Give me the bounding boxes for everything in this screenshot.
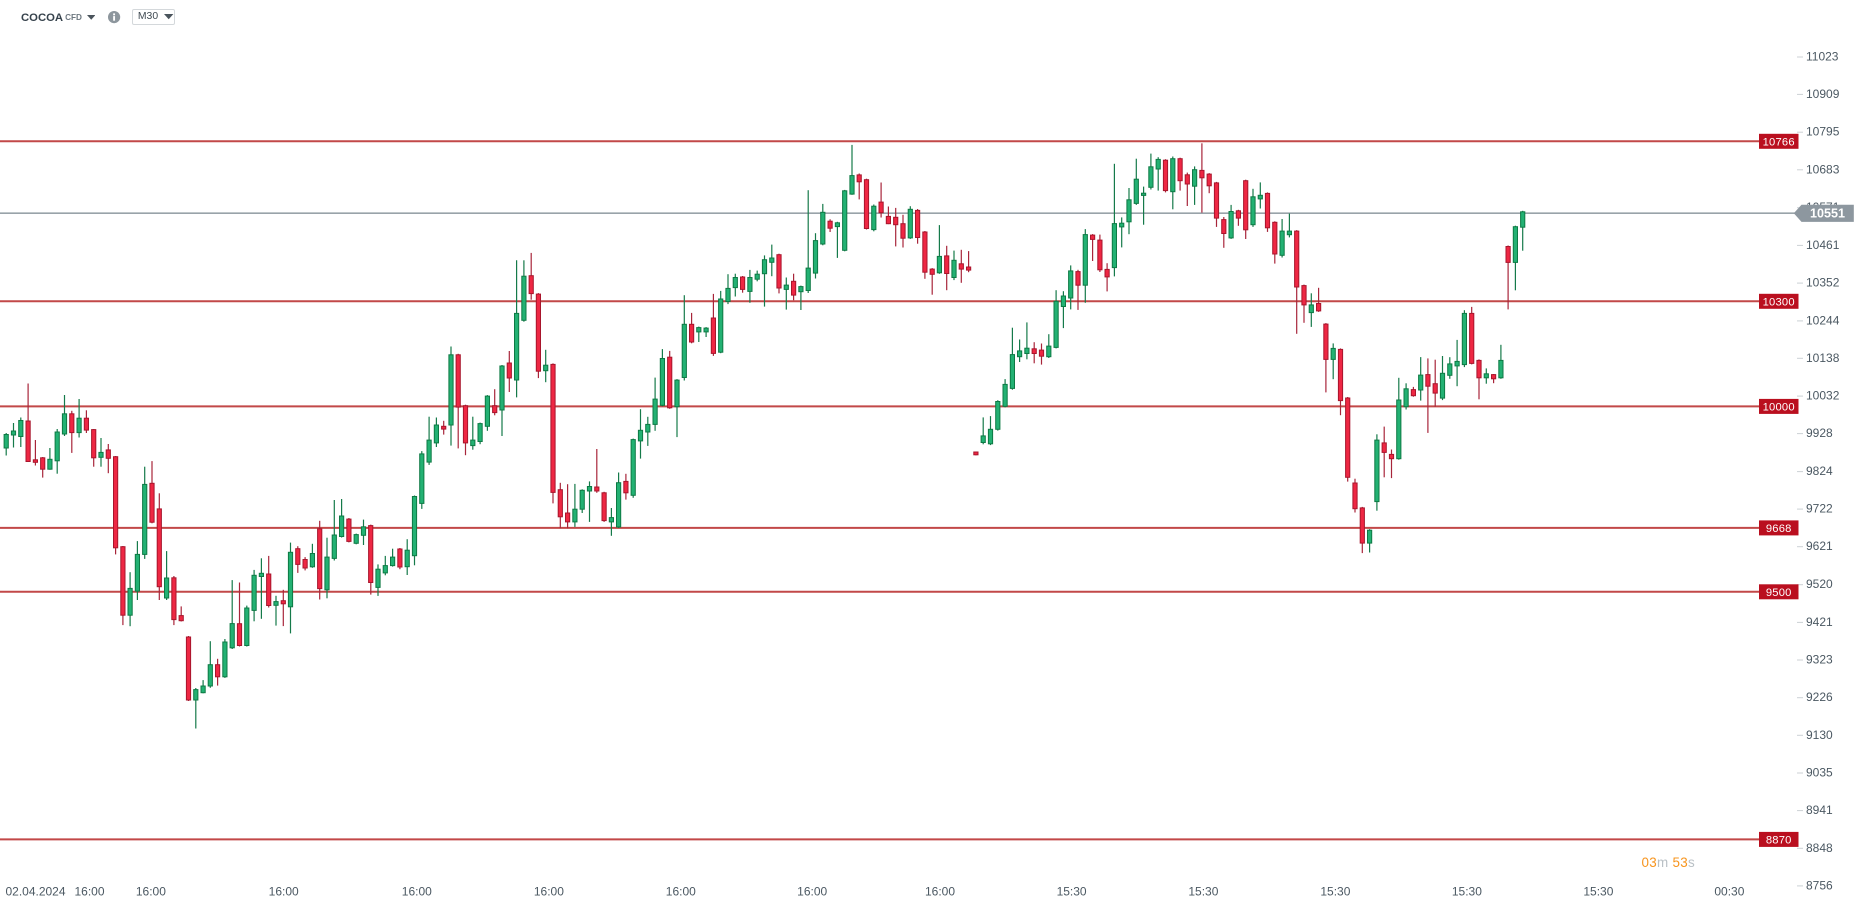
- svg-text:8848: 8848: [1806, 841, 1833, 855]
- svg-text:10909: 10909: [1806, 87, 1840, 101]
- svg-text:9722: 9722: [1806, 502, 1833, 516]
- svg-text:10032: 10032: [1806, 389, 1840, 403]
- svg-text:16:00: 16:00: [534, 885, 564, 899]
- svg-text:10300: 10300: [1763, 296, 1795, 308]
- svg-text:16:00: 16:00: [402, 885, 432, 899]
- svg-text:8870: 8870: [1766, 834, 1792, 846]
- svg-text:11023: 11023: [1806, 50, 1839, 64]
- svg-text:10766: 10766: [1763, 136, 1795, 148]
- svg-text:15:30: 15:30: [1452, 885, 1482, 899]
- svg-text:16:00: 16:00: [666, 885, 696, 899]
- svg-text:15:30: 15:30: [1057, 885, 1087, 899]
- svg-text:9500: 9500: [1766, 587, 1792, 599]
- svg-text:9824: 9824: [1806, 464, 1833, 478]
- svg-text:10461: 10461: [1806, 238, 1840, 252]
- svg-text:10000: 10000: [1763, 401, 1795, 413]
- svg-text:15:30: 15:30: [1188, 885, 1218, 899]
- svg-text:9035: 9035: [1806, 766, 1833, 780]
- svg-text:8941: 8941: [1806, 803, 1833, 817]
- svg-text:16:00: 16:00: [925, 885, 955, 899]
- svg-text:16:00: 16:00: [797, 885, 827, 899]
- svg-text:10551: 10551: [1810, 207, 1845, 221]
- svg-text:00:30: 00:30: [1714, 885, 1744, 899]
- svg-text:15:30: 15:30: [1320, 885, 1350, 899]
- svg-text:16:00: 16:00: [269, 885, 299, 899]
- svg-text:9130: 9130: [1806, 728, 1833, 742]
- svg-text:9226: 9226: [1806, 690, 1833, 704]
- svg-text:9928: 9928: [1806, 426, 1833, 440]
- svg-text:02.04.2024: 02.04.2024: [5, 885, 65, 899]
- svg-text:16:00: 16:00: [136, 885, 166, 899]
- svg-text:16:00: 16:00: [74, 885, 104, 899]
- svg-text:9668: 9668: [1766, 523, 1792, 535]
- svg-text:9621: 9621: [1806, 539, 1833, 553]
- svg-text:03m 53s: 03m 53s: [1642, 855, 1695, 870]
- svg-text:9421: 9421: [1806, 615, 1833, 629]
- svg-text:15:30: 15:30: [1583, 885, 1613, 899]
- svg-text:10683: 10683: [1806, 162, 1840, 176]
- svg-text:10352: 10352: [1806, 276, 1840, 290]
- svg-text:8756: 8756: [1806, 878, 1833, 892]
- svg-text:10138: 10138: [1806, 351, 1840, 365]
- svg-text:9520: 9520: [1806, 577, 1833, 591]
- svg-text:9323: 9323: [1806, 653, 1833, 667]
- svg-text:10244: 10244: [1806, 313, 1840, 327]
- svg-text:10795: 10795: [1806, 125, 1840, 139]
